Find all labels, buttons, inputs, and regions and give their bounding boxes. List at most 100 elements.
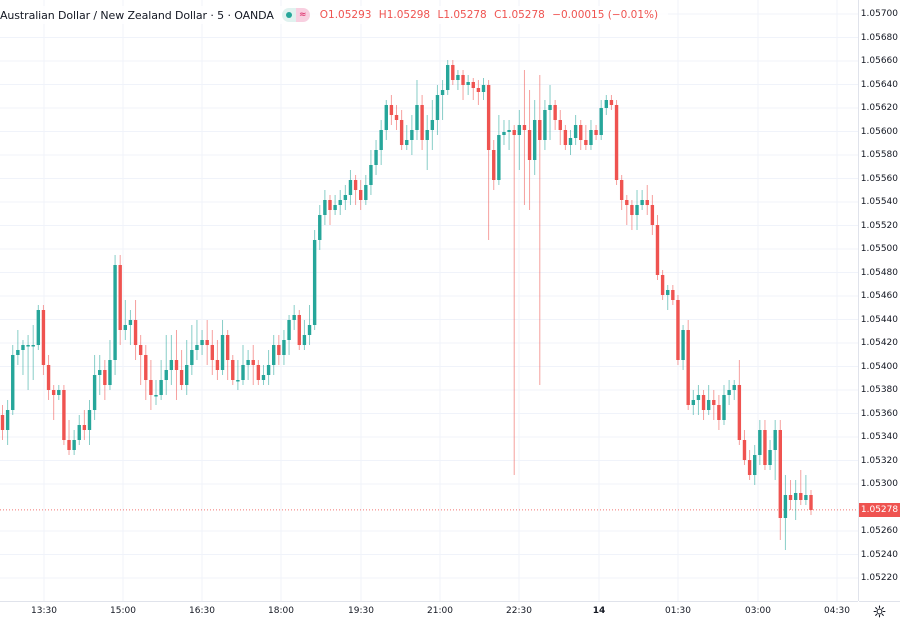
candle <box>149 360 153 410</box>
candle <box>415 80 419 140</box>
candle <box>594 125 598 140</box>
candle <box>410 115 414 155</box>
candle <box>579 120 583 150</box>
candle <box>251 345 255 385</box>
price-label: 1.05460 <box>860 291 898 301</box>
gear-icon <box>873 605 886 617</box>
candle <box>696 385 701 415</box>
candle <box>394 105 399 130</box>
candle <box>599 100 603 140</box>
candle <box>26 335 30 390</box>
price-label: 1.05300 <box>860 479 898 489</box>
candle <box>660 270 665 300</box>
candle <box>635 190 639 230</box>
candle <box>507 120 511 150</box>
candle <box>671 285 675 305</box>
candle <box>681 325 685 370</box>
price-label: 1.05440 <box>860 314 898 325</box>
candle <box>486 80 491 240</box>
candle <box>568 130 573 155</box>
candle <box>701 390 706 420</box>
price-label: 1.05560 <box>860 173 898 184</box>
candle <box>333 195 337 215</box>
candle <box>522 70 527 205</box>
time-label: 01:30 <box>665 606 691 616</box>
symbol-title[interactable]: Australian Dollar / New Zealand Dollar ·… <box>0 8 274 22</box>
candle <box>445 60 450 95</box>
candle <box>737 360 742 445</box>
candle <box>502 120 506 145</box>
candle <box>527 90 532 210</box>
candle <box>630 200 634 230</box>
candle <box>348 170 353 205</box>
close-value: C1.05278 <box>494 9 545 21</box>
candle <box>328 195 332 225</box>
time-label: 18:00 <box>268 606 294 616</box>
candle <box>123 300 128 340</box>
candle <box>113 255 117 375</box>
candle <box>589 120 593 150</box>
chart-settings-button[interactable] <box>859 601 900 620</box>
candle <box>543 100 547 150</box>
price-label: 1.05580 <box>860 150 898 160</box>
price-label: 1.05540 <box>860 197 898 207</box>
candle <box>758 420 762 465</box>
high-value: H1.05298 <box>378 9 431 21</box>
candle <box>399 110 404 150</box>
candle <box>154 380 158 405</box>
time-axis[interactable]: 13:30 15:00 16:30 18:00 19:30 21:00 22:30 14 01:… <box>0 601 858 620</box>
candle <box>604 95 609 115</box>
time-label: 16:30 <box>189 606 215 616</box>
candle <box>277 335 281 365</box>
price-axis[interactable]: 1.05700 1.05680 1.05660 1.05640 1.05620 1.056… <box>858 0 900 601</box>
candle <box>108 340 112 390</box>
candle <box>471 78 475 100</box>
time-label: 21:00 <box>427 606 453 616</box>
candle <box>323 190 327 225</box>
candle <box>159 360 163 400</box>
candle <box>420 95 424 150</box>
candle <box>241 345 245 385</box>
status-pill[interactable]: ≈ <box>281 8 310 22</box>
candle <box>77 415 81 445</box>
candle <box>215 340 220 380</box>
candle <box>778 420 782 540</box>
candle <box>517 110 522 170</box>
candle <box>200 330 204 355</box>
open-value: O1.05293 <box>319 9 372 21</box>
candle <box>261 365 266 385</box>
candle <box>21 340 25 375</box>
candle <box>553 100 557 130</box>
market-open-dot-icon <box>281 8 296 22</box>
candle <box>118 255 122 345</box>
price-label: 1.05400 <box>860 361 898 372</box>
candle <box>655 215 660 280</box>
candle <box>712 390 716 420</box>
price-label: 1.05380 <box>860 385 898 395</box>
candle <box>640 190 644 210</box>
candle <box>691 390 696 415</box>
candle <box>717 395 721 430</box>
time-label: 13:30 <box>31 606 57 616</box>
candle <box>266 350 271 385</box>
ohlc-values: O1.05293 H1.05298 L1.05278 C1.05278 −0.0… <box>320 9 662 21</box>
candle <box>676 295 680 365</box>
candle <box>492 140 496 190</box>
candle <box>225 330 230 380</box>
candle <box>307 305 312 345</box>
candle <box>11 345 15 415</box>
candle <box>732 380 736 400</box>
candle <box>51 385 56 420</box>
candle <box>246 350 250 380</box>
price-label: 1.05220 <box>860 573 898 583</box>
candle <box>210 330 215 375</box>
candle <box>87 400 92 445</box>
candle <box>195 320 199 360</box>
candlestick-plot[interactable] <box>0 0 858 601</box>
candle <box>804 475 808 505</box>
candle <box>650 195 655 235</box>
time-label: 19:30 <box>348 606 374 616</box>
candle <box>614 100 619 185</box>
candle <box>185 340 189 395</box>
